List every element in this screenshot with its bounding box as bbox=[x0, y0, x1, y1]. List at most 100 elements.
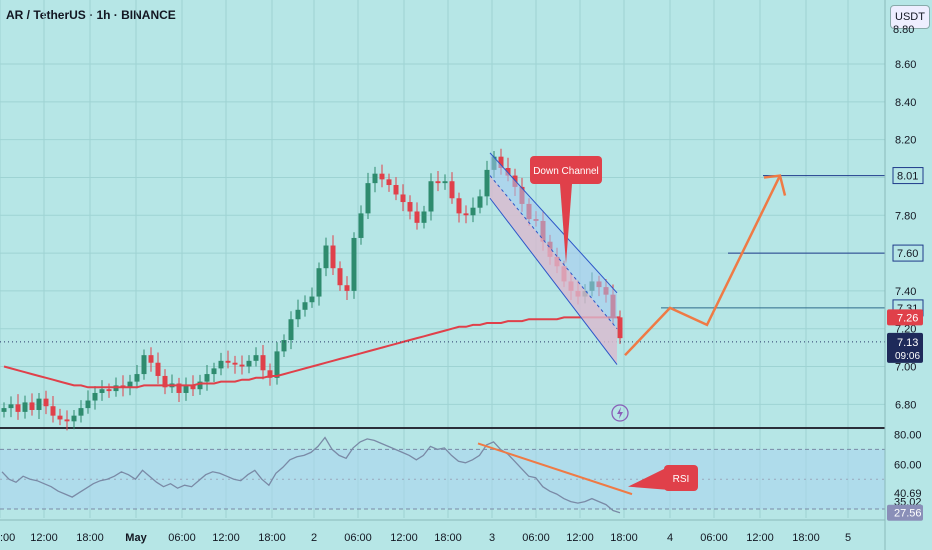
candle-body bbox=[57, 415, 63, 420]
moving-average-line bbox=[3, 316, 620, 389]
lightning-icon-glyph bbox=[617, 407, 623, 419]
candle-body bbox=[470, 207, 476, 216]
candle-body bbox=[393, 185, 399, 195]
pane-divider bbox=[0, 427, 932, 429]
candle-body bbox=[372, 173, 378, 184]
candle-body bbox=[449, 181, 455, 199]
candle-body bbox=[85, 400, 91, 409]
level-badge bbox=[892, 167, 924, 185]
candle-body bbox=[211, 368, 217, 375]
forecast-path bbox=[624, 175, 782, 357]
grid bbox=[0, 0, 885, 518]
candle-body bbox=[428, 181, 434, 212]
candle-body bbox=[379, 173, 385, 180]
price-countdown: 09:06 bbox=[895, 351, 920, 362]
rsi-label: RSI bbox=[673, 474, 690, 485]
x-tick-label: 12:00 bbox=[212, 532, 240, 544]
candle-body bbox=[225, 360, 231, 363]
candle-body bbox=[106, 389, 112, 392]
lightning-icon bbox=[611, 404, 629, 422]
candle-body bbox=[421, 211, 427, 223]
x-tick-label: 12:00 bbox=[30, 532, 58, 544]
rsi-value-badge bbox=[887, 504, 923, 521]
candle-body bbox=[253, 355, 259, 361]
candle-body bbox=[386, 179, 392, 186]
y-tick-label: 8.40 bbox=[895, 97, 916, 109]
candle-body bbox=[344, 285, 350, 291]
y-tick-label: 7.00 bbox=[895, 362, 916, 374]
candle-body bbox=[141, 355, 147, 375]
current-price-badge bbox=[887, 332, 923, 363]
level-badge-label: 7.60 bbox=[897, 248, 918, 260]
rsi-tick-label: 60.00 bbox=[894, 459, 922, 471]
candle-body bbox=[316, 268, 322, 297]
candle-body bbox=[99, 389, 105, 393]
level-badge bbox=[892, 244, 924, 262]
candle-body bbox=[71, 415, 77, 422]
currency-button[interactable]: USDT bbox=[890, 5, 930, 29]
candle-body bbox=[155, 362, 161, 376]
candle-body bbox=[134, 374, 140, 382]
candle-body bbox=[36, 398, 42, 410]
candle-body bbox=[92, 392, 98, 401]
candle-body bbox=[8, 404, 14, 409]
price-axis-labels: 8.806.807.007.207.407.607.808.008.208.40… bbox=[887, 24, 924, 411]
x-tick-label: 06:00 bbox=[168, 532, 196, 544]
candle-body bbox=[435, 181, 441, 184]
candle-body bbox=[358, 213, 364, 238]
x-tick-label: 2 bbox=[311, 532, 317, 544]
x-tick-label: 12:00 bbox=[390, 532, 418, 544]
x-tick-label: 12:00 bbox=[566, 532, 594, 544]
candle-body bbox=[463, 213, 469, 216]
candle-body bbox=[197, 381, 203, 390]
down-channel-label: Down Channel bbox=[533, 166, 599, 177]
x-tick-label: 06:00 bbox=[344, 532, 372, 544]
candle-body bbox=[239, 364, 245, 367]
y-tick-label: 6.80 bbox=[895, 399, 916, 411]
rsi-tick-label: 40.69 bbox=[894, 488, 922, 500]
x-tick-label: 5 bbox=[845, 532, 851, 544]
candle-body bbox=[274, 351, 280, 378]
candle-body bbox=[64, 419, 70, 422]
x-tick-label: 3 bbox=[489, 532, 495, 544]
x-tick-label: May bbox=[125, 532, 147, 544]
candle-body bbox=[50, 406, 56, 416]
x-tick-label: :00 bbox=[0, 532, 15, 544]
down-channel-pointer bbox=[560, 184, 572, 264]
candle-body bbox=[22, 402, 28, 412]
time-axis-labels: :00 12:00 18:00 May 06:00 12:00 18:00 2 06:00 12:… bbox=[0, 532, 851, 544]
candle-body bbox=[309, 296, 315, 303]
candle-body bbox=[323, 245, 329, 269]
candle-body bbox=[232, 362, 238, 365]
rsi-divergence-line bbox=[477, 442, 633, 496]
candle-body bbox=[337, 268, 343, 286]
candle-body bbox=[456, 198, 462, 214]
candle-body bbox=[15, 404, 21, 412]
rsi-value-badge-label: 27.56 bbox=[894, 508, 922, 520]
rsi-callout bbox=[664, 465, 698, 491]
candle-body bbox=[218, 360, 224, 369]
x-tick-label: 06:00 bbox=[522, 532, 550, 544]
y-tick-label: 7.40 bbox=[895, 286, 916, 298]
candle-body bbox=[267, 370, 273, 378]
level-badge-label: 8.01 bbox=[897, 171, 918, 183]
candle-body bbox=[330, 245, 336, 269]
candle-body bbox=[295, 309, 301, 320]
candle-body bbox=[505, 168, 511, 176]
y-tick-label: 8.20 bbox=[895, 135, 916, 147]
candle-body bbox=[302, 302, 308, 310]
ma-price-badge bbox=[887, 309, 923, 326]
symbol-title: AR / TetherUS · 1h · BINANCE bbox=[6, 8, 176, 22]
candle-body bbox=[351, 237, 357, 291]
rsi-line bbox=[1, 436, 621, 514]
candle-body bbox=[29, 402, 35, 410]
rsi-band bbox=[0, 449, 885, 510]
channel-lower-line bbox=[489, 197, 618, 365]
x-tick-label: 18:00 bbox=[792, 532, 820, 544]
candle-body bbox=[260, 355, 266, 371]
ma-price-badge-label: 7.26 bbox=[897, 312, 918, 324]
x-tick-label: 18:00 bbox=[610, 532, 638, 544]
candle-body bbox=[365, 183, 371, 214]
